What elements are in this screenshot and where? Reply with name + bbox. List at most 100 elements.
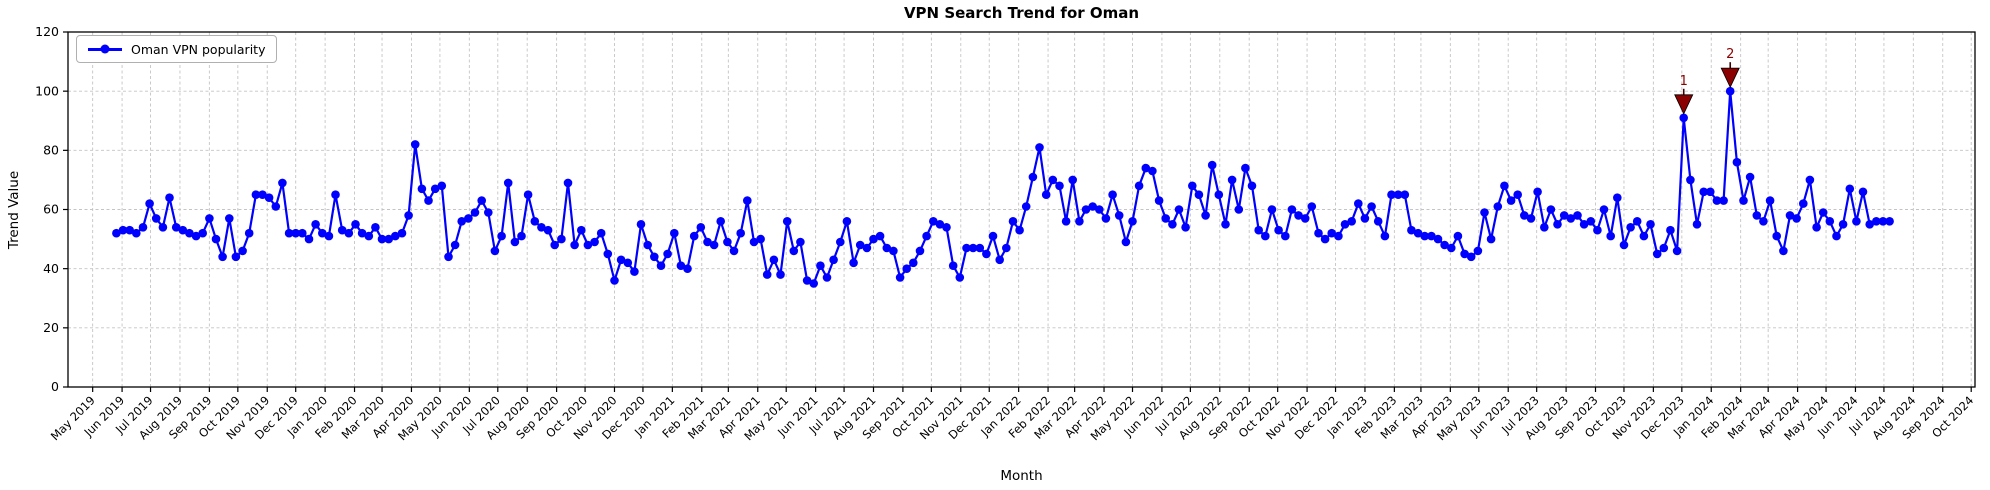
data-point xyxy=(384,234,394,244)
data-point xyxy=(543,225,553,235)
data-point xyxy=(1613,193,1622,202)
data-point xyxy=(968,243,978,253)
data-point xyxy=(1075,217,1084,226)
data-point xyxy=(1267,205,1277,214)
data-point xyxy=(902,264,911,274)
data-point xyxy=(743,196,752,205)
data-point xyxy=(125,225,134,235)
data-point xyxy=(948,261,958,271)
data-point xyxy=(630,267,639,276)
data-point xyxy=(1799,199,1808,208)
data-point xyxy=(517,231,526,241)
data-point xyxy=(1028,172,1038,182)
data-point xyxy=(616,255,626,265)
data-point xyxy=(909,258,918,268)
data-point xyxy=(869,234,878,244)
data-point xyxy=(829,255,838,265)
data-point xyxy=(364,231,374,241)
chart-title: VPN Search Trend for Oman xyxy=(903,4,1140,22)
data-point xyxy=(550,240,559,250)
data-point xyxy=(1407,225,1416,235)
data-point xyxy=(1672,246,1682,256)
data-point xyxy=(404,211,413,220)
data-point xyxy=(1440,240,1449,250)
data-point xyxy=(1699,187,1708,197)
data-point xyxy=(636,220,646,229)
data-point xyxy=(962,243,971,253)
data-point xyxy=(683,264,692,274)
data-point xyxy=(1453,231,1463,241)
data-point xyxy=(816,261,825,271)
data-point xyxy=(1553,220,1562,229)
data-point xyxy=(1068,175,1077,185)
data-point xyxy=(623,258,633,268)
data-point xyxy=(1579,220,1589,229)
data-point xyxy=(523,190,533,199)
data-point xyxy=(457,217,467,226)
data-point xyxy=(1858,187,1868,197)
y-tick-label: 100 xyxy=(35,83,59,98)
y-tick-label: 60 xyxy=(43,202,59,217)
data-point xyxy=(1659,243,1669,253)
data-point xyxy=(1121,237,1131,247)
data-point xyxy=(357,228,367,238)
data-point xyxy=(1573,211,1582,220)
data-point xyxy=(351,220,360,229)
data-point xyxy=(689,231,699,241)
data-point xyxy=(1002,243,1011,253)
data-point xyxy=(1792,214,1801,223)
data-point xyxy=(1168,220,1177,229)
data-point xyxy=(1433,234,1443,244)
data-point xyxy=(1141,163,1151,173)
data-point xyxy=(1420,231,1429,241)
data-point xyxy=(1254,225,1263,235)
data-point xyxy=(1134,181,1144,191)
data-point xyxy=(1427,231,1436,241)
data-point xyxy=(1281,231,1290,241)
data-point xyxy=(1148,166,1157,176)
data-point xyxy=(1759,217,1768,226)
data-point xyxy=(304,234,314,244)
data-point xyxy=(118,225,128,235)
legend-line-marker-icon xyxy=(88,44,122,54)
data-point xyxy=(1055,181,1064,191)
data-point xyxy=(709,240,719,250)
data-point xyxy=(497,231,506,241)
data-point xyxy=(1480,208,1489,217)
data-point xyxy=(1354,199,1363,208)
data-point xyxy=(165,193,174,202)
data-point xyxy=(1666,225,1675,235)
data-point xyxy=(198,228,207,238)
data-point xyxy=(982,249,991,259)
data-point xyxy=(1626,223,1635,232)
data-point xyxy=(1466,252,1476,262)
data-point xyxy=(1652,249,1662,259)
legend: Oman VPN popularity xyxy=(76,35,278,63)
annotation-label: 1 xyxy=(1680,74,1688,89)
data-point xyxy=(929,217,938,226)
data-point xyxy=(1214,190,1224,199)
data-point xyxy=(1838,220,1848,229)
legend-label: Oman VPN popularity xyxy=(131,41,266,57)
data-point xyxy=(278,178,287,188)
data-point xyxy=(1188,181,1197,191)
annotation-marker-icon xyxy=(1674,94,1694,115)
data-point xyxy=(1314,228,1323,238)
data-point xyxy=(1712,196,1722,205)
data-point xyxy=(1812,223,1821,232)
annotation-marker-icon xyxy=(1720,67,1740,89)
data-point xyxy=(1818,208,1828,217)
data-point xyxy=(1872,217,1881,226)
data-point xyxy=(470,208,480,217)
data-point xyxy=(577,225,586,235)
series-line xyxy=(115,90,1890,285)
data-point xyxy=(1095,205,1104,214)
data-point xyxy=(1473,246,1483,256)
data-point xyxy=(1300,214,1310,223)
data-point xyxy=(151,214,161,223)
data-point xyxy=(1373,217,1383,226)
data-point xyxy=(670,228,679,238)
data-point xyxy=(391,231,400,241)
data-point xyxy=(1506,196,1516,205)
